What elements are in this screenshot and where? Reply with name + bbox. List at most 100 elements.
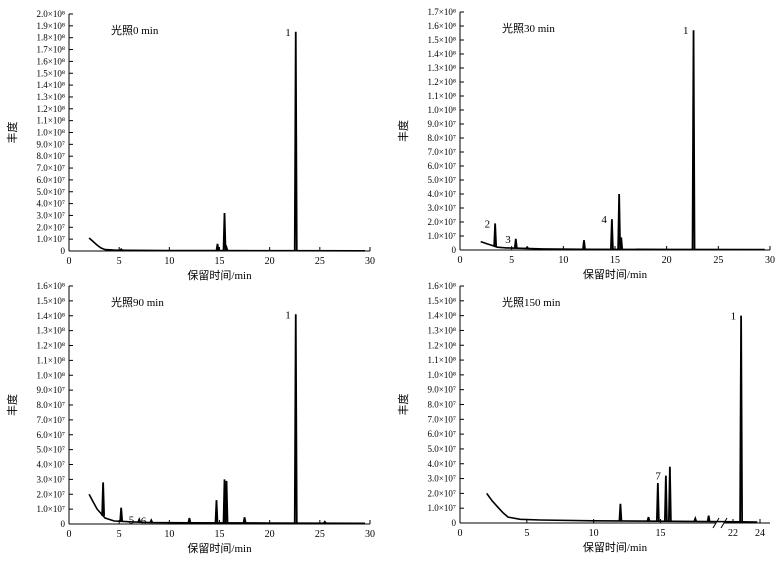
x-tick-label: 0 — [67, 529, 72, 540]
y-tick-label: 1.6×10⁸ — [37, 281, 65, 291]
y-tick-label: 1.4×10⁸ — [37, 311, 65, 321]
y-tick-label: 1.5×10⁸ — [428, 296, 456, 306]
peak-label: 5 — [129, 515, 135, 527]
y-axis-label: 丰度 — [396, 120, 410, 142]
y-tick-label: 1.0×10⁷ — [428, 231, 456, 241]
x-axis-label: 保留时间/min — [187, 541, 252, 555]
axis-break-mark — [720, 517, 728, 529]
peak — [646, 516, 651, 522]
y-tick-label: 1.4×10⁸ — [37, 80, 65, 90]
peak — [525, 245, 529, 250]
x-tick-label: 0 — [458, 255, 463, 266]
peak — [214, 500, 219, 523]
peak-label: 7 — [655, 471, 661, 483]
chart-panel-4: 0 1.0×10⁷ 2.0×10⁷ 3.0×10⁷ 4.0×10⁷ 5.0×10⁷ 6.0×… — [396, 281, 770, 554]
y-tick-label: 0 — [452, 518, 457, 528]
peak — [667, 466, 672, 522]
y-tick-label: 4.0×10⁷ — [428, 189, 456, 199]
y-tick-label: 1.0×10⁷ — [37, 234, 65, 244]
y-tick-label: 6.0×10⁷ — [428, 161, 456, 171]
baseline-trace — [486, 492, 758, 523]
y-tick-label: 4.0×10⁷ — [37, 199, 65, 209]
peak — [224, 480, 229, 523]
peak — [582, 240, 586, 250]
peak — [293, 31, 298, 251]
y-tick-label: 4.0×10⁷ — [428, 459, 456, 469]
y-tick-label: 2.0×10⁷ — [37, 222, 65, 232]
y-tick-label: 1.1×10⁸ — [428, 355, 456, 365]
y-tick-label: 7.0×10⁷ — [37, 163, 65, 173]
y-tick-label: 1.0×10⁸ — [37, 128, 65, 138]
peak — [663, 475, 668, 522]
panel-title: 光照90 min — [111, 295, 164, 309]
peak — [610, 219, 614, 250]
peak — [323, 520, 327, 524]
x-tick-label: 25 — [315, 256, 325, 267]
peak — [215, 243, 220, 251]
x-tick-label: 25 — [713, 255, 723, 266]
x-tick-label: 5 — [117, 256, 122, 267]
x-tick-label: 5 — [524, 528, 529, 539]
y-tick-label: 1.3×10⁸ — [37, 326, 65, 336]
y-tick-label: 4.0×10⁷ — [37, 460, 65, 470]
y-tick-label: 7.0×10⁷ — [428, 147, 456, 157]
y-tick-label: 8.0×10⁷ — [37, 400, 65, 410]
y-tick-label: 6.0×10⁷ — [37, 175, 65, 185]
x-tick-label: 0 — [67, 256, 72, 267]
peak — [119, 247, 123, 251]
x-tick-label: 15 — [656, 528, 666, 539]
y-tick-label: 2.0×10⁷ — [428, 217, 456, 227]
y-tick-label: 0 — [61, 246, 66, 256]
x-tick-label: 24 — [755, 528, 765, 539]
y-tick-label: 0 — [452, 245, 457, 255]
peak-label: 3 — [505, 234, 511, 246]
x-tick-label: 10 — [589, 528, 599, 539]
y-tick-label: 1.4×10⁸ — [428, 49, 456, 59]
baseline-trace — [480, 240, 765, 251]
x-axis-label: 保留时间/min — [583, 267, 648, 281]
y-tick-label: 5.0×10⁷ — [37, 187, 65, 197]
x-tick-label: 15 — [610, 255, 620, 266]
peak — [293, 314, 298, 524]
peak — [693, 515, 698, 522]
y-tick-label: 7.0×10⁷ — [37, 415, 65, 425]
y-tick-label: 9.0×10⁷ — [428, 119, 456, 129]
y-tick-label: 1.1×10⁸ — [37, 116, 65, 126]
y-tick-label: 1.0×10⁷ — [37, 504, 65, 514]
x-tick-label: 10 — [164, 529, 174, 540]
peak — [149, 518, 154, 523]
y-tick-label: 1.2×10⁸ — [428, 77, 456, 87]
y-tick-label: 1.0×10⁸ — [428, 105, 456, 115]
y-tick-label: 1.7×10⁸ — [37, 45, 65, 55]
chart-panel-3: 0 1.0×10⁷ 2.0×10⁷ 3.0×10⁷ 4.0×10⁷ 5.0×10⁷ 6.0×… — [5, 281, 375, 555]
x-tick-label: 20 — [265, 529, 275, 540]
y-tick-label: 3.0×10⁷ — [37, 474, 65, 484]
peak-label: 1 — [731, 311, 737, 323]
chart-panel-2: 0 1.0×10⁷ 2.0×10⁷ 3.0×10⁷ 4.0×10⁷ 5.0×10⁷ 6.0×… — [396, 7, 775, 281]
y-tick-label: 1.0×10⁷ — [428, 503, 456, 513]
y-tick-label: 1.4×10⁸ — [428, 311, 456, 321]
peak — [493, 223, 498, 247]
y-tick-label: 8.0×10⁷ — [428, 133, 456, 143]
baseline-trace — [88, 237, 366, 252]
x-tick-label: 20 — [265, 256, 275, 267]
y-tick-label: 1.3×10⁸ — [428, 63, 456, 73]
y-tick-label: 1.0×10⁸ — [37, 370, 65, 380]
peak — [618, 503, 623, 522]
y-tick-label: 6.0×10⁷ — [428, 429, 456, 439]
y-tick-label: 8.0×10⁷ — [428, 400, 456, 410]
peak — [119, 507, 124, 522]
y-tick-label: 6.0×10⁷ — [37, 430, 65, 440]
peak-label: 6 — [141, 515, 147, 527]
y-axis-label: 丰度 — [5, 394, 19, 416]
y-tick-label: 5.0×10⁷ — [428, 444, 456, 454]
y-axis-label: 丰度 — [5, 122, 19, 144]
peak-label: 1 — [683, 25, 689, 37]
axis-break-mark — [712, 517, 720, 529]
peak — [137, 517, 142, 523]
y-tick-label: 1.1×10⁸ — [428, 91, 456, 101]
y-tick-label: 2.0×10⁷ — [428, 488, 456, 498]
panel-title: 光照150 min — [502, 295, 561, 309]
y-tick-label: 1.5×10⁸ — [37, 68, 65, 78]
